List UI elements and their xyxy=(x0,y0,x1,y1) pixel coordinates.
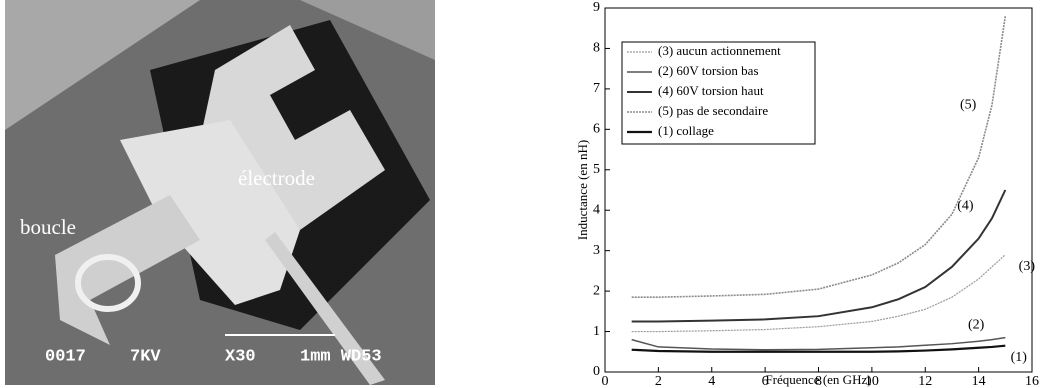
photo-info: X30 xyxy=(225,347,256,366)
y-tick-label: 2 xyxy=(593,283,600,298)
photo-label: boucle xyxy=(20,215,76,239)
x-axis-label: Fréquence (en GHz) xyxy=(765,372,871,387)
photo-label: électrode xyxy=(238,166,315,190)
x-tick-label: 4 xyxy=(708,374,715,388)
photo-region xyxy=(5,0,200,130)
sem-photo: boucle électrode 0017 7KV X30 1mm WD53 xyxy=(5,0,435,385)
x-tick-label: 6 xyxy=(762,374,769,388)
y-tick-label: 5 xyxy=(593,162,600,177)
electrode-body xyxy=(120,120,300,305)
y-tick-label: 6 xyxy=(593,122,600,137)
loop xyxy=(75,254,141,312)
series-line xyxy=(631,336,1006,351)
y-tick-label: 9 xyxy=(593,0,600,15)
annotation: (4) xyxy=(957,198,974,213)
photo-region xyxy=(5,0,435,60)
y-tick-label: 0 xyxy=(593,364,600,379)
x-tick-label: 16 xyxy=(1025,374,1039,388)
x-tick-label: 0 xyxy=(602,374,609,388)
series-line xyxy=(631,15,1007,298)
y-tick-label: 3 xyxy=(593,243,600,258)
probe xyxy=(265,232,385,385)
x-tick-label: 2 xyxy=(655,374,662,388)
annotation: (1) xyxy=(1011,350,1028,365)
photo-info: 0017 xyxy=(45,347,86,366)
legend-label: (2) 60V torsion bas xyxy=(658,63,759,78)
legend-label: (3) aucun actionnement xyxy=(658,43,781,58)
legend-label: (1) collage xyxy=(658,123,714,138)
x-tick-label: 8 xyxy=(815,374,822,388)
series-line xyxy=(631,189,1007,323)
series-line xyxy=(631,344,1006,353)
annotation: (3) xyxy=(1019,259,1036,274)
legend-box xyxy=(621,41,816,145)
photo-info: 7KV xyxy=(130,347,161,366)
y-tick-label: 4 xyxy=(593,202,600,217)
x-tick-label: 14 xyxy=(972,374,986,388)
x-tick-label: 12 xyxy=(918,374,932,388)
y-tick-label: 7 xyxy=(593,81,600,96)
y-axis-label: Inductance (en nH) xyxy=(575,140,590,240)
y-tick-label: 8 xyxy=(593,41,600,56)
photo-info: 1mm WD53 xyxy=(300,347,382,366)
annotation: (2) xyxy=(968,318,985,333)
legend-label: (5) pas de secondaire xyxy=(658,103,768,118)
legend-label: (4) 60V torsion haut xyxy=(658,83,764,98)
y-tick-label: 1 xyxy=(593,324,600,339)
annotation: (5) xyxy=(960,97,977,112)
x-tick-label: 10 xyxy=(865,374,879,388)
